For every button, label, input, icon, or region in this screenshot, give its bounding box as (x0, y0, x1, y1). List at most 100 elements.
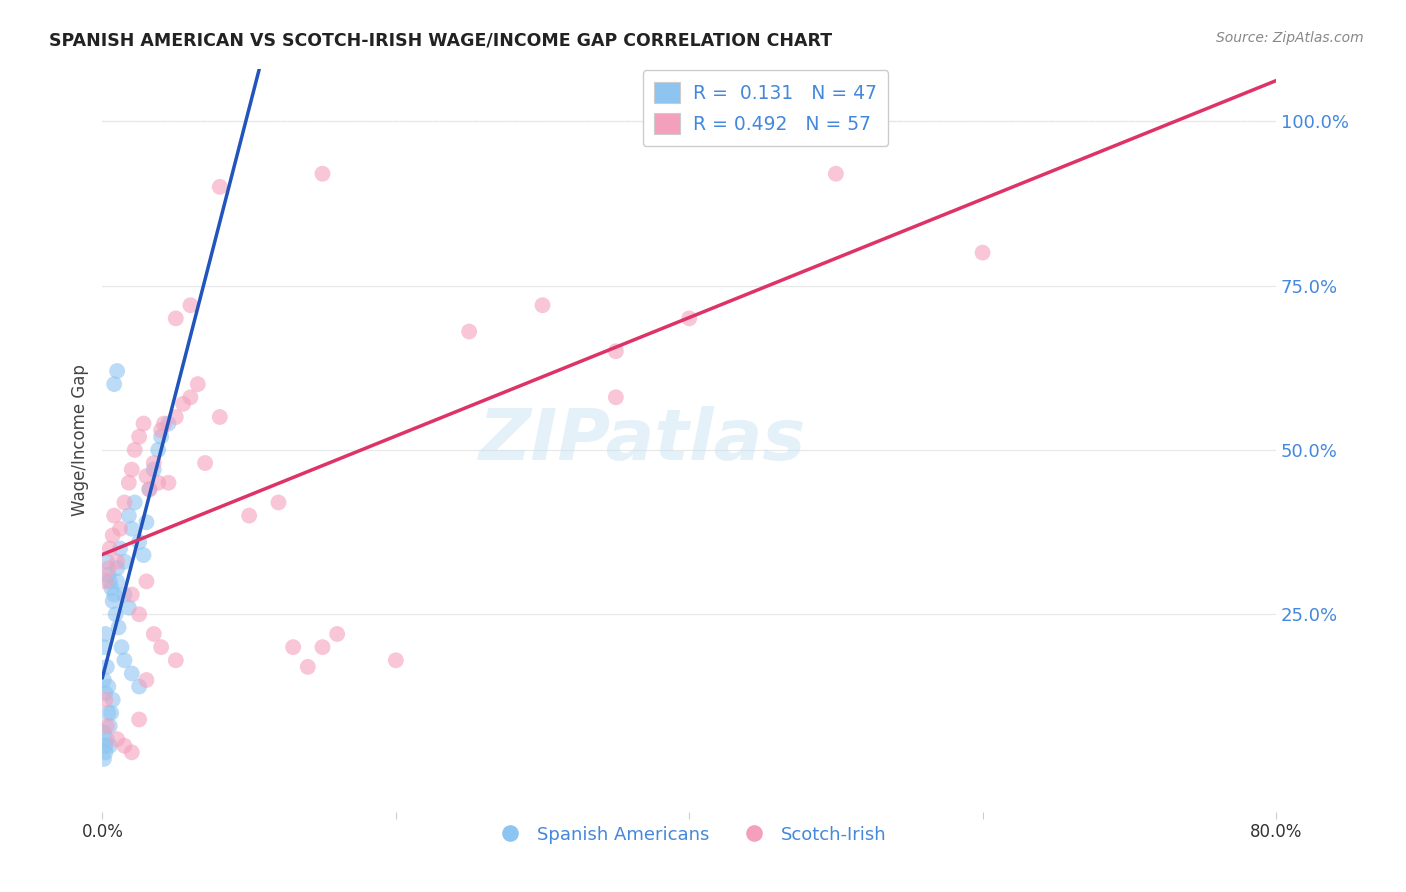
Point (297, 660, 319, 674)
Point (118, 475, 141, 490)
Point (135, 673, 157, 687)
Point (135, 574, 157, 589)
Point (100, 706, 122, 720)
Point (108, 522, 131, 536)
Point (825, 167, 848, 181)
Point (105, 574, 128, 589)
Point (179, 390, 201, 404)
Point (94, 574, 117, 589)
Point (128, 680, 150, 694)
Point (142, 462, 165, 476)
Point (105, 732, 128, 747)
Point (142, 627, 165, 641)
Point (93, 752, 115, 766)
Point (121, 522, 143, 536)
Point (172, 397, 194, 411)
Point (148, 475, 170, 490)
Point (94, 739, 117, 753)
Point (103, 508, 125, 523)
Point (132, 417, 155, 431)
Point (93, 640, 115, 654)
Point (238, 508, 260, 523)
Point (98, 739, 121, 753)
Point (194, 456, 217, 470)
Point (101, 528, 124, 542)
Point (458, 325, 481, 339)
Point (97, 706, 120, 720)
Point (605, 344, 627, 359)
Point (157, 417, 180, 431)
Point (165, 653, 187, 667)
Point (121, 745, 143, 759)
Point (135, 515, 157, 529)
Point (105, 561, 128, 575)
Point (97, 567, 120, 582)
Point (187, 377, 209, 392)
Point (98, 574, 121, 589)
Point (97, 680, 120, 694)
Point (108, 541, 131, 556)
Point (96, 732, 118, 747)
Point (94, 692, 117, 706)
Point (150, 430, 173, 444)
Point (94, 686, 117, 700)
Point (118, 600, 141, 615)
Point (101, 692, 124, 706)
Point (98, 541, 121, 556)
Point (96, 660, 118, 674)
Point (311, 640, 333, 654)
Point (100, 581, 122, 595)
Point (103, 588, 125, 602)
Point (385, 653, 408, 667)
Text: SPANISH AMERICAN VS SCOTCH-IRISH WAGE/INCOME GAP CORRELATION CHART: SPANISH AMERICAN VS SCOTCH-IRISH WAGE/IN… (49, 31, 832, 49)
Point (128, 713, 150, 727)
Point (110, 640, 132, 654)
Point (93, 673, 115, 687)
Point (94, 745, 117, 759)
Point (107, 620, 129, 634)
Point (114, 495, 136, 509)
Point (103, 377, 125, 392)
Point (118, 508, 141, 523)
Point (153, 417, 176, 431)
Point (96, 719, 118, 733)
Point (105, 555, 128, 569)
Point (128, 535, 150, 549)
Point (208, 179, 231, 194)
Point (94, 627, 117, 641)
Point (96, 555, 118, 569)
Point (104, 607, 127, 622)
Point (105, 364, 128, 378)
Point (311, 167, 333, 181)
Point (148, 442, 170, 457)
Point (142, 456, 165, 470)
Point (121, 666, 143, 681)
Point (157, 475, 180, 490)
Point (531, 298, 554, 312)
Y-axis label: Wage/Income Gap: Wage/Income Gap (72, 364, 89, 516)
Point (678, 311, 700, 326)
Point (150, 640, 173, 654)
Point (179, 298, 201, 312)
Point (128, 430, 150, 444)
Text: ZIPatlas: ZIPatlas (478, 406, 806, 475)
Point (208, 409, 231, 424)
Point (135, 469, 157, 483)
Point (98, 719, 121, 733)
Point (121, 462, 143, 476)
Point (138, 483, 160, 497)
Point (121, 588, 143, 602)
Point (281, 640, 304, 654)
Point (267, 495, 290, 509)
Point (124, 442, 146, 457)
Point (165, 311, 187, 326)
Point (97, 561, 120, 575)
Point (138, 483, 160, 497)
Point (150, 423, 173, 437)
Text: Source: ZipAtlas.com: Source: ZipAtlas.com (1216, 31, 1364, 45)
Point (165, 409, 187, 424)
Point (128, 607, 150, 622)
Point (326, 627, 349, 641)
Point (114, 555, 136, 569)
Point (93, 725, 115, 739)
